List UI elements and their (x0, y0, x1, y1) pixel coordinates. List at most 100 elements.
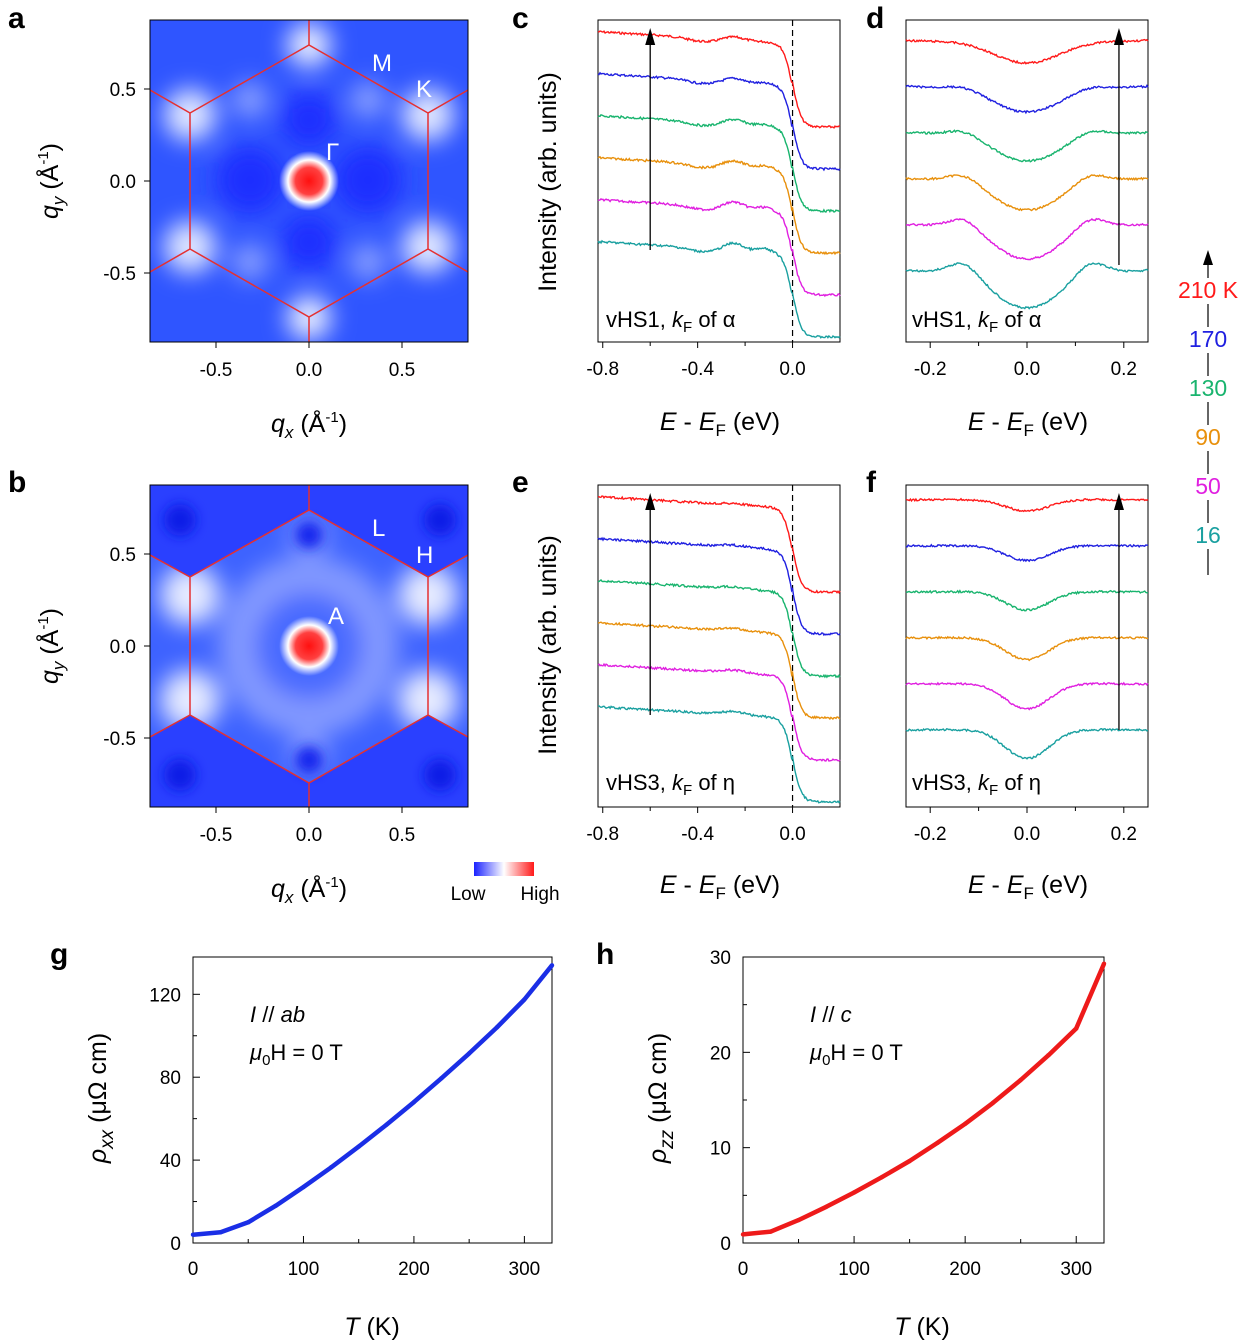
plot-h: 0 100 200 300 0 10 20 30 (710, 948, 1107, 1280)
note-h-line1: I // c (810, 1002, 852, 1027)
sym-curve-130 (905, 589, 1149, 612)
axis-b: 0.5 0.0 -0.5 -0.5 0.0 0.5 (103, 545, 415, 846)
edc-curve-210K (597, 30, 841, 129)
axis-label-qx-b: qx (Å-1) (271, 873, 347, 907)
data-point (494, 1025, 499, 1030)
x-tick-label: 300 (1060, 1259, 1092, 1280)
x-tick-label: -0.8 (586, 359, 619, 380)
note-f: vHS3, kF of η (912, 770, 1041, 799)
data-point (273, 1203, 279, 1208)
legend-arrow-head (1203, 250, 1213, 265)
label-A: A (328, 603, 344, 630)
svg-text:-0.5: -0.5 (200, 825, 233, 846)
edc-curve-16 (597, 705, 841, 804)
svg-text:0.5: 0.5 (110, 80, 136, 101)
data-point (218, 1230, 223, 1235)
colorbar-low-label: Low (451, 884, 486, 905)
x-tick-label: 0.0 (1014, 359, 1040, 380)
edc-curve-130 (597, 113, 841, 213)
panel-h-letter: h (596, 938, 614, 971)
data-point (879, 1175, 885, 1180)
data-point (740, 1232, 746, 1237)
sym-curve-210K (905, 38, 1149, 65)
axis-label-intensity-c: Intensity (arb. units) (534, 72, 562, 292)
data-point (1074, 1026, 1079, 1031)
data-point (796, 1217, 801, 1223)
arrow-head (645, 493, 656, 510)
legend-bg (1182, 376, 1234, 402)
resistivity-curve (742, 962, 1107, 1237)
panel-b-letter: b (8, 466, 26, 499)
axis-label-T-h: T (K) (894, 1313, 950, 1340)
axis-label-energy-c: E - EF (eV) (660, 408, 780, 440)
legend-bg (1182, 474, 1234, 500)
edc-curve-170 (597, 71, 841, 172)
svg-text:-0.5: -0.5 (103, 729, 136, 750)
axis-label-T-g: T (K) (344, 1313, 400, 1340)
arrow-head (645, 28, 656, 45)
note-g-line2: μ0H = 0 T (249, 1040, 343, 1069)
data-point (1018, 1077, 1023, 1083)
x-tick-label: 0.0 (779, 824, 805, 845)
data-point (824, 1204, 829, 1209)
x-tick-label: 300 (509, 1259, 541, 1280)
panel-d-letter: d (866, 2, 884, 35)
data-point (522, 997, 527, 1002)
note-c: vHS1, kF of α (606, 307, 736, 336)
edc-curve-50 (597, 662, 841, 762)
sym-curve-16 (905, 262, 1149, 310)
legend-bg (1182, 523, 1234, 549)
plot-g: 0 100 200 300 0 40 80 120 (149, 956, 555, 1280)
svg-text:-0.5: -0.5 (103, 264, 136, 285)
data-point (328, 1165, 334, 1170)
legend-label-210K: 210 K (1178, 277, 1239, 303)
sym-curve-170 (905, 543, 1148, 563)
data-point (411, 1099, 417, 1105)
x-tick-label: -0.4 (681, 824, 714, 845)
x-tick-label: 0.2 (1111, 359, 1137, 380)
arrow-head (1113, 28, 1124, 45)
data-point (549, 963, 555, 968)
data-point (466, 1051, 472, 1056)
edc-curve-210K (597, 495, 841, 594)
sym-curve-170 (905, 84, 1149, 115)
edc-curve-90 (597, 621, 841, 721)
y-tick-label: 120 (149, 985, 181, 1006)
data-point (990, 1100, 996, 1106)
panel-c-letter: c (512, 2, 529, 35)
plot-frame (742, 956, 1105, 1244)
axis-label-energy-f: E - EF (eV) (968, 871, 1088, 903)
legend-label-170: 170 (1189, 326, 1227, 352)
x-tick-label: 200 (398, 1259, 430, 1280)
x-tick-label: 0.0 (779, 359, 805, 380)
plot-frame (597, 19, 841, 343)
plot-frame (597, 484, 841, 808)
svg-text:0.5: 0.5 (389, 360, 415, 381)
panel-f-letter: f (866, 466, 877, 499)
axis-label-energy-e: E - EF (eV) (660, 871, 780, 903)
x-tick-label: 100 (838, 1259, 870, 1280)
y-tick-label: 20 (710, 1043, 731, 1064)
note-g-line1: I // ab (250, 1002, 305, 1027)
x-tick-label: -0.2 (914, 359, 947, 380)
label-K: K (416, 76, 432, 103)
edc-curve-16 (597, 239, 841, 339)
svg-text:0.5: 0.5 (110, 545, 136, 566)
panel-g-letter: g (50, 938, 68, 971)
data-point (768, 1229, 773, 1234)
edc-curve-90 (597, 155, 841, 256)
axis-label-qy-a: qy (Å-1) (34, 143, 68, 219)
temperature-legend: 210 K 170 130 90 50 16 (1178, 250, 1239, 575)
y-tick-label: 10 (710, 1139, 731, 1160)
axis-label-energy-d: E - EF (eV) (968, 408, 1088, 440)
data-point (384, 1122, 389, 1128)
spectra-d: -0.2 0.0 0.2 (905, 19, 1149, 380)
axis-label-qy-b: qy (Å-1) (34, 608, 68, 684)
label-L: L (372, 515, 385, 542)
data-point (1046, 1052, 1051, 1058)
plot-frame (192, 956, 553, 1244)
note-h-line2: μ0H = 0 T (809, 1040, 903, 1069)
sym-curve-50 (905, 681, 1149, 711)
legend-label-50: 50 (1195, 473, 1221, 499)
